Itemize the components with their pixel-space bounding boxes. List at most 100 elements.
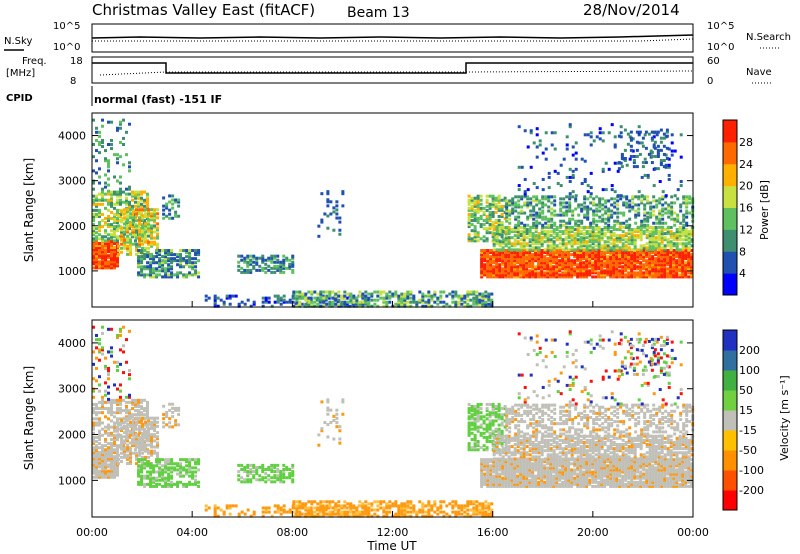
power-cell [620,156,624,160]
power-cell [457,294,461,298]
velocity-cell [113,433,116,437]
power-cell [101,235,104,239]
power-cell [467,219,471,223]
velocity-cell [194,466,198,470]
power-cell [261,258,265,262]
power-cell [682,197,686,201]
power-cell [654,230,658,234]
power-cell [412,298,416,302]
power-cell [564,267,568,271]
power-cell [541,215,545,219]
power-cell [467,237,471,241]
power-cell [591,238,595,242]
power-cell [525,269,529,273]
power-cell [520,205,524,209]
power-cell [321,298,325,302]
power-cell [529,225,533,229]
power-cell [618,238,622,242]
velocity-cell [122,409,125,413]
power-cell [116,202,119,206]
power-cell [615,257,619,261]
velocity-cell [174,423,178,427]
velocity-cell [240,467,244,471]
power-cell [361,296,365,300]
power-cell [141,252,145,256]
power-cell [687,263,691,267]
power-cell [531,271,535,275]
power-cell [669,269,673,273]
power-cell [325,302,329,306]
power-cell [92,169,95,173]
power-cell [666,257,670,261]
power-cell [656,150,660,154]
power-cell [636,273,640,277]
power-cell [113,153,116,157]
power-cell [107,143,110,147]
power-cell [486,249,490,253]
power-cell [622,195,626,199]
power-cell [98,175,101,179]
power-cell [463,294,467,298]
power-cell [486,253,490,257]
power-cell [672,251,676,255]
power-cell [604,211,608,215]
power-cell [561,271,565,275]
velocity-cell [182,468,186,472]
power-cell [143,204,146,208]
power-cell [660,236,664,240]
velocity-cell [116,409,119,413]
power-cell [213,302,217,306]
power-cell [285,300,289,304]
power-cell [629,148,633,152]
velocity-cell [153,422,157,426]
power-cell [126,208,130,212]
power-cell [654,269,658,273]
velocity-cell [144,422,148,426]
power-cell [679,205,683,209]
power-cell [672,271,676,275]
velocity-cell [101,475,104,479]
power-cell [662,132,666,136]
power-cell [439,296,443,300]
velocity-cell [132,441,136,445]
power-cell [442,290,446,294]
power-cell [433,300,437,304]
velocity-cell [161,470,165,474]
power-cell [382,304,386,308]
power-cell [489,261,493,265]
power-cell [666,251,670,255]
power-cell [678,257,682,261]
power-cell [543,259,547,263]
velocity-cell [319,502,323,506]
power-cell [295,300,299,304]
power-cell [650,130,654,134]
power-cell [498,230,502,234]
power-cell [579,267,583,271]
power-cell [646,215,650,219]
power-cell [570,271,574,275]
power-cell [601,203,605,207]
power-cell [618,246,622,250]
velocity-cell [126,418,130,422]
velocity-cell [107,451,110,455]
power-cell [120,232,124,236]
power-cell [666,230,670,234]
power-cell [406,300,410,304]
power-cell [155,275,159,279]
velocity-cell [258,474,262,478]
power-cell [645,242,649,246]
power-cell [328,304,332,308]
power-cell [583,215,587,219]
power-cell [436,296,440,300]
power-cell [119,126,122,130]
power-cell [646,173,650,177]
velocity-cell [92,423,95,427]
velocity-cell [282,467,286,471]
power-cell [615,246,619,250]
power-cell [514,209,518,213]
power-cell [528,240,532,244]
velocity-cell [110,451,113,455]
power-cell [507,257,511,261]
power-cell [679,221,683,225]
power-cell [162,216,166,220]
